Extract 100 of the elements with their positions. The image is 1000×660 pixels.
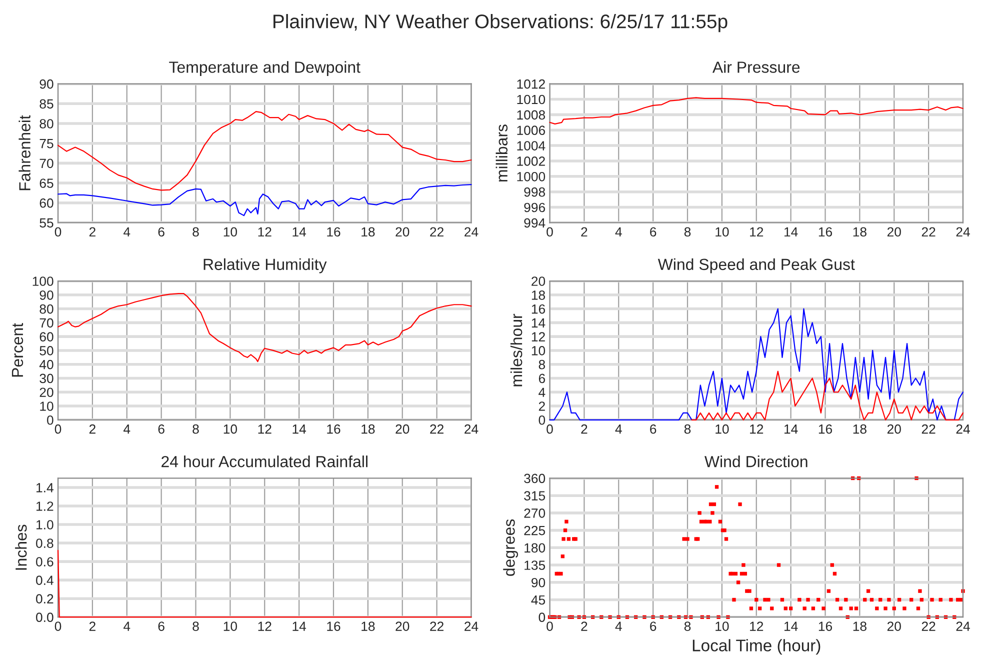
- x-tick-label: 2: [89, 424, 96, 434]
- x-tick-label: 2: [89, 227, 96, 236]
- y-tick-label: 1004: [517, 141, 546, 150]
- y-tick-label: 90: [40, 290, 54, 300]
- x-tick-label: 12: [750, 424, 764, 434]
- x-tick-label: 16: [327, 227, 340, 237]
- x-tick-label: 0: [54, 227, 62, 237]
- x-tick-label: 6: [158, 622, 164, 631]
- y-tick-label: 360: [524, 474, 546, 484]
- y-tick-label: 80: [40, 304, 54, 314]
- y-tick-label: 45: [531, 595, 546, 605]
- y-tick-label: 315: [524, 491, 546, 500]
- x-tick-label: 10: [716, 424, 729, 434]
- y-tick-label: 225: [524, 526, 546, 536]
- x-tick-label: 22: [430, 227, 444, 236]
- x-tick-label: 16: [818, 424, 832, 434]
- y-tick-label: 20: [532, 276, 546, 286]
- chart-title: 24 hour Accumulated Rainfall: [162, 456, 368, 468]
- y-tick-label: 60: [40, 198, 54, 208]
- x-tick-label: 8: [684, 622, 691, 631]
- x-tick-label: 0: [546, 622, 553, 631]
- x-tick-label: 4: [124, 622, 130, 631]
- y-tick-label: 6: [538, 374, 546, 384]
- y-tick-label: 994: [524, 218, 546, 228]
- x-tick-label: 12: [750, 622, 764, 631]
- y-tick-label: 1.2: [36, 502, 54, 511]
- x-tick-label: 18: [362, 622, 375, 631]
- y-tick-label: 0.8: [36, 538, 54, 548]
- x-tick-label: 14: [784, 424, 798, 434]
- x-tick-label: 16: [327, 424, 340, 434]
- x-tick-label: 12: [258, 622, 272, 631]
- x-tick-label: 22: [430, 424, 444, 434]
- x-tick-label: 24: [956, 622, 970, 631]
- line-series: [549, 97, 964, 124]
- x-tick-label: 8: [684, 227, 691, 237]
- y-axis-title: Fahrenheit: [18, 115, 30, 190]
- x-tick-label: 22: [430, 622, 444, 631]
- x-tick-label: 22: [922, 424, 936, 434]
- x-tick-label: 14: [292, 622, 306, 631]
- y-tick-label: 50: [40, 346, 54, 356]
- x-tick-label: 16: [818, 227, 832, 237]
- x-tick-label: 8: [192, 424, 199, 434]
- x-tick-label: 2: [89, 622, 96, 631]
- x-tick-label: 20: [396, 227, 410, 237]
- x-tick-label: 24: [464, 424, 478, 434]
- y-tick-label: 60: [40, 332, 54, 342]
- x-tick-label: 12: [258, 424, 272, 434]
- x-tick-label: 2: [581, 622, 588, 631]
- line-series: [57, 184, 472, 216]
- y-tick-label: 18: [532, 290, 546, 300]
- x-tick-label: 6: [650, 622, 656, 631]
- y-tick-label: 1012: [517, 79, 545, 89]
- x-tick-label: 22: [922, 227, 936, 236]
- y-tick-label: 0: [538, 612, 546, 622]
- x-tick-label: 20: [887, 424, 901, 434]
- x-axis-title: Local Time (hour): [692, 639, 820, 655]
- y-tick-label: 270: [524, 508, 546, 518]
- y-axis-title: degrees: [503, 519, 518, 576]
- y-tick-label: 180: [524, 543, 546, 553]
- x-tick-label: 10: [716, 622, 729, 631]
- y-tick-label: 2: [538, 402, 545, 411]
- x-tick-label: 10: [716, 227, 729, 237]
- y-tick-label: 0.0: [36, 612, 54, 622]
- y-tick-label: 996: [524, 202, 546, 212]
- chart-title: Relative Humidity: [204, 258, 327, 274]
- x-tick-label: 0: [546, 227, 553, 237]
- x-tick-label: 18: [853, 227, 866, 237]
- x-tick-label: 20: [887, 227, 901, 237]
- x-tick-label: 18: [362, 424, 375, 434]
- chart-title: Air Pressure: [712, 61, 800, 73]
- y-tick-label: 40: [39, 360, 54, 370]
- text: Plainview, NY Weather Observations: 6/25/17 11:55p: [274, 14, 728, 32]
- x-tick-label: 24: [464, 622, 478, 631]
- x-tick-label: 14: [784, 227, 798, 236]
- x-tick-label: 10: [224, 227, 238, 237]
- x-tick-label: 20: [887, 622, 901, 631]
- chart-title: Wind Direction: [704, 456, 808, 468]
- chart-title: Temperature and Dewpoint: [169, 61, 360, 76]
- y-tick-label: 135: [524, 560, 546, 570]
- x-tick-label: 18: [853, 424, 866, 434]
- x-tick-label: 6: [158, 424, 164, 434]
- y-tick-label: 4: [538, 388, 546, 397]
- x-tick-label: 14: [784, 622, 798, 631]
- y-tick-label: 55: [40, 218, 54, 228]
- x-tick-label: 4: [615, 622, 622, 631]
- y-tick-label: 0: [47, 415, 54, 425]
- y-tick-label: 1.0: [36, 520, 54, 530]
- y-tick-label: 0.4: [36, 576, 54, 585]
- y-tick-label: 80: [40, 119, 54, 128]
- y-tick-label: 75: [40, 139, 54, 148]
- y-tick-label: 8: [538, 360, 546, 370]
- y-tick-label: 70: [40, 318, 54, 328]
- x-tick-label: 12: [750, 227, 764, 236]
- x-tick-label: 8: [192, 622, 199, 631]
- y-tick-label: 12: [532, 332, 545, 342]
- x-tick-label: 18: [853, 622, 866, 631]
- x-tick-label: 20: [396, 424, 410, 434]
- x-tick-label: 16: [327, 622, 340, 631]
- line-series: [691, 370, 964, 420]
- x-tick-label: 18: [362, 227, 375, 237]
